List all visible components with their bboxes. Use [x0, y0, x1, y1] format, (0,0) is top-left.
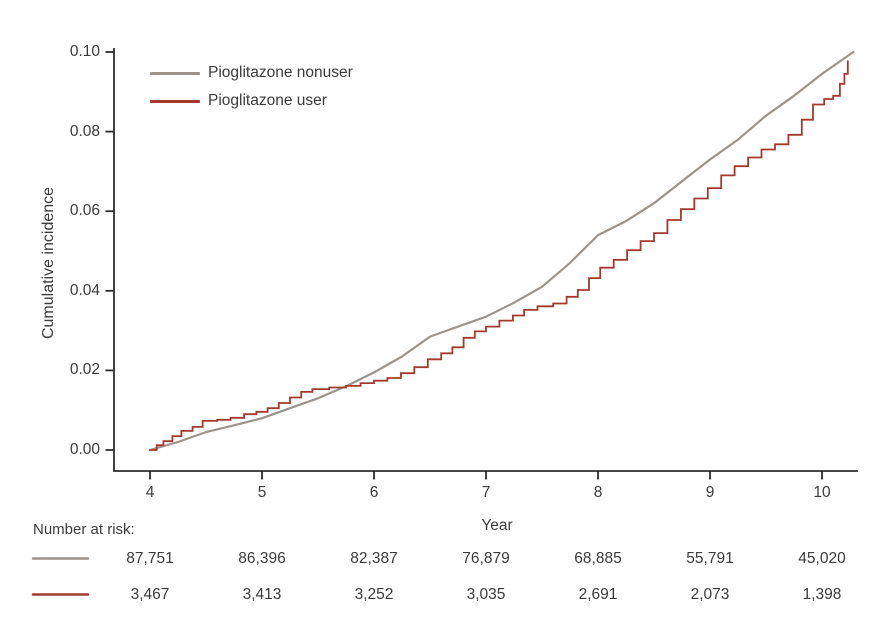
y-tick-label: 0.08: [69, 122, 100, 140]
curve-user: [149, 60, 849, 451]
risk-value: 86,396: [238, 550, 286, 567]
y-tick-label: 0.06: [69, 202, 100, 220]
risk-value: 76,879: [462, 550, 510, 567]
x-tick-label: 10: [813, 484, 831, 501]
axis-lines: [113, 48, 858, 472]
risk-value: 55,791: [686, 550, 734, 567]
x-tick-label: 7: [481, 484, 491, 501]
y-tick-label: 0.00: [69, 441, 100, 458]
y-tick-label: 0.10: [69, 43, 100, 60]
x-tick-label: 4: [145, 484, 155, 501]
legend-label-user: Pioglitazone user: [208, 92, 327, 109]
y-tick-label: 0.02: [69, 361, 100, 379]
risk-table-swatches: [31, 557, 90, 596]
risk-value: 87,751: [126, 550, 174, 567]
x-tick-label: 9: [705, 484, 715, 501]
risk-value: 2,073: [690, 586, 730, 603]
x-tick-label: 8: [593, 484, 603, 501]
risk-value: 45,020: [798, 550, 846, 567]
risk-value: 68,885: [574, 550, 622, 567]
x-tick-label: 5: [257, 484, 267, 501]
risk-value: 1,398: [802, 586, 842, 603]
risk-value: 3,413: [242, 586, 282, 603]
risk-value: 2,691: [578, 586, 618, 603]
risk-value: 3,035: [466, 586, 506, 603]
risk-value: 82,387: [350, 550, 398, 567]
x-tick-label: 6: [369, 484, 379, 501]
curve-nonuser: [148, 50, 855, 452]
risk-value: 3,252: [354, 586, 394, 603]
legend-swatch-nonuser: [150, 72, 200, 75]
legend-swatch-user: [150, 100, 200, 103]
risk-value: 3,467: [130, 586, 170, 603]
curves: [148, 50, 855, 452]
legend-label-nonuser: Pioglitazone nonuser: [208, 64, 353, 81]
number-at-risk-label: Number at risk:: [33, 521, 135, 538]
x-axis-title: Year: [481, 517, 513, 534]
y-tick-label: 0.04: [69, 281, 100, 299]
axes: [105, 48, 858, 480]
